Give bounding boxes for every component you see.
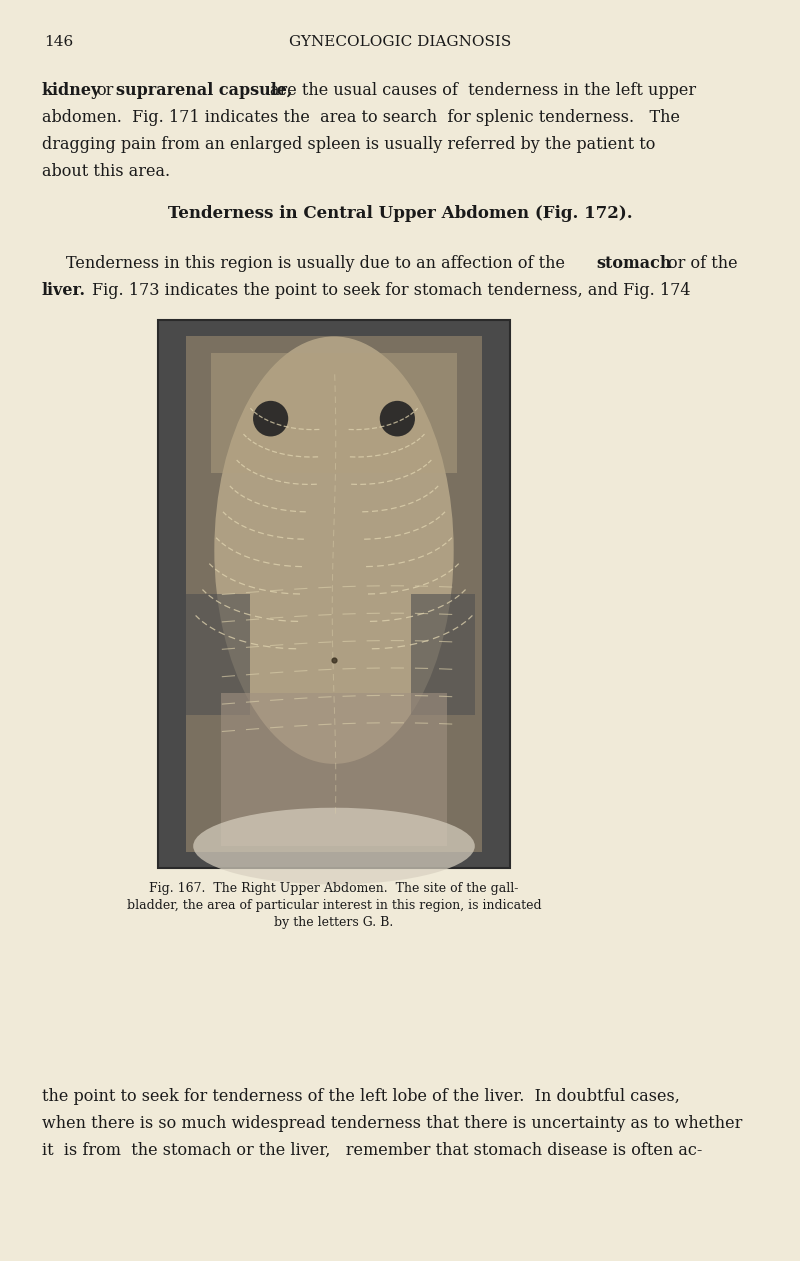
Text: stomach: stomach: [596, 255, 672, 272]
Text: it  is from  the stomach or the liver,   remember that stomach disease is often : it is from the stomach or the liver, rem…: [42, 1142, 702, 1159]
Text: or: or: [96, 82, 114, 100]
Text: liver.: liver.: [42, 282, 86, 299]
Text: bladder, the area of particular interest in this region, is indicated: bladder, the area of particular interest…: [126, 899, 542, 912]
Text: Fig. 173 indicates the point to seek for stomach tenderness, and Fig. 174: Fig. 173 indicates the point to seek for…: [91, 282, 690, 299]
Text: suprarenal capsule,: suprarenal capsule,: [115, 82, 292, 100]
Bar: [186, 337, 482, 851]
Bar: [211, 353, 457, 473]
Ellipse shape: [253, 401, 288, 436]
Text: are the usual causes of  tenderness in the left upper: are the usual causes of tenderness in th…: [270, 82, 696, 100]
Text: Tenderness in Central Upper Abdomen (Fig. 172).: Tenderness in Central Upper Abdomen (Fig…: [168, 206, 632, 222]
Text: Tenderness in this region is usually due to an affection of the: Tenderness in this region is usually due…: [66, 255, 565, 272]
Text: Fig. 167.  The Right Upper Abdomen.  The site of the gall-: Fig. 167. The Right Upper Abdomen. The s…: [150, 881, 518, 895]
Text: dragging pain from an enlarged spleen is usually referred by the patient to: dragging pain from an enlarged spleen is…: [42, 136, 655, 154]
Bar: [411, 594, 474, 715]
Text: by the letters G. B.: by the letters G. B.: [274, 915, 394, 929]
Ellipse shape: [380, 401, 415, 436]
Bar: [186, 594, 250, 715]
Bar: [222, 692, 446, 846]
Bar: [158, 320, 510, 868]
Text: about this area.: about this area.: [42, 164, 170, 180]
Text: when there is so much widespread tenderness that there is uncertainty as to whet: when there is so much widespread tendern…: [42, 1115, 742, 1132]
Ellipse shape: [194, 808, 474, 884]
Text: abdomen.  Fig. 171 indicates the  area to search  for splenic tenderness.   The: abdomen. Fig. 171 indicates the area to …: [42, 110, 680, 126]
Text: or of the: or of the: [667, 255, 738, 272]
Text: kidney: kidney: [42, 82, 102, 100]
Text: the point to seek for tenderness of the left lobe of the liver.  In doubtful cas: the point to seek for tenderness of the …: [42, 1088, 680, 1105]
Text: GYNECOLOGIC DIAGNOSIS: GYNECOLOGIC DIAGNOSIS: [289, 35, 511, 49]
Text: 146: 146: [44, 35, 74, 49]
Ellipse shape: [214, 337, 454, 764]
